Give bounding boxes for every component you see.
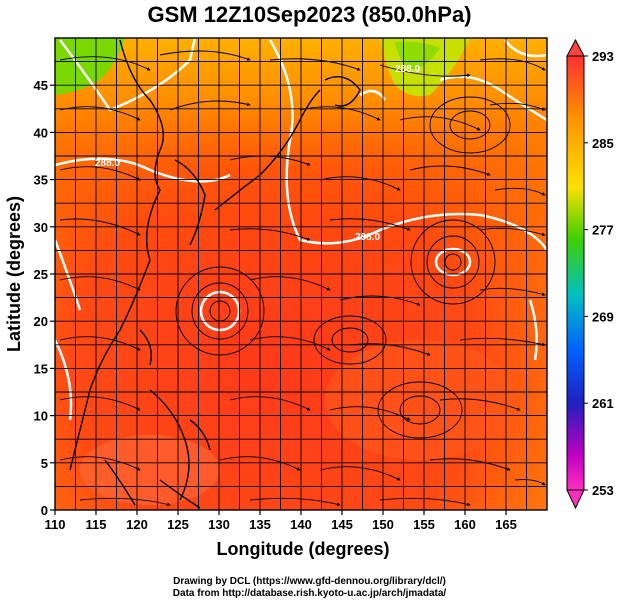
- y-tick-label: 0: [41, 503, 48, 518]
- y-tick-label: 20: [34, 314, 48, 329]
- credits-data: Data from http://database.rish.kyoto-u.a…: [172, 588, 447, 599]
- y-tick-label: 35: [34, 173, 48, 188]
- colorbar-tick-label: 261: [592, 396, 614, 411]
- coastlines: [69, 39, 361, 509]
- vortex-east: [410, 219, 496, 305]
- contour-label: 288.0: [395, 64, 420, 75]
- grid: [55, 38, 547, 510]
- x-tick-label: 115: [86, 517, 107, 532]
- y-tick-label: 15: [34, 361, 48, 376]
- contour-label: 288.0: [355, 232, 380, 243]
- contour-label: 288.0: [95, 158, 120, 169]
- cold-region-northwest: [55, 38, 125, 95]
- y-tick-label: 45: [34, 78, 48, 93]
- y-tick-label: 25: [34, 267, 48, 282]
- x-tick-label: 120: [126, 517, 148, 532]
- colorbar-tick-label: 293: [592, 49, 614, 64]
- colorbar-bottom-arrow: [566, 489, 585, 510]
- x-tick-label: 150: [372, 517, 394, 532]
- x-tick-label: 160: [454, 517, 476, 532]
- x-tick-label: 125: [167, 517, 189, 532]
- x-tick-label: 165: [495, 517, 517, 532]
- credits-drawing: Drawing by DCL (https://www.gfd-dennou.o…: [173, 576, 446, 587]
- y-tick-label: 40: [34, 125, 48, 140]
- x-tick-label: 135: [249, 517, 271, 532]
- temperature-field: 288.0 288.0 288.0: [55, 38, 547, 510]
- x-tick-label: 145: [331, 517, 353, 532]
- colorbar-top-arrow: [566, 38, 585, 57]
- contour-lines: [55, 38, 547, 421]
- colorbar-tick-label: 253: [592, 483, 614, 498]
- colorbar-tick-label: 269: [592, 309, 614, 324]
- y-axis-ticks: 0 5 10 15 20 25 30 35 40 45: [34, 78, 55, 518]
- x-axis-label: Longitude (degrees): [216, 539, 389, 559]
- y-tick-label: 5: [41, 456, 48, 471]
- vortex-north: [429, 96, 511, 154]
- plot-title: GSM 12Z10Sep2023 (850.0hPa): [147, 2, 472, 27]
- x-tick-label: 110: [45, 517, 66, 532]
- x-tick-label: 130: [208, 517, 230, 532]
- y-tick-label: 30: [34, 220, 48, 235]
- colorbar: 293 285 277 269 261 253: [566, 38, 614, 510]
- x-tick-label: 155: [413, 517, 435, 532]
- colorbar-tick-label: 277: [592, 223, 614, 238]
- vortex-south: [313, 315, 463, 439]
- y-axis-label: Latitude (degrees): [4, 196, 24, 352]
- y-tick-label: 10: [34, 409, 48, 424]
- colorbar-tick-label: 285: [592, 136, 614, 151]
- credits: Drawing by DCL (https://www.gfd-dennou.o…: [0, 576, 619, 600]
- x-axis-ticks: 110 115 120 125 130 135 140 145 150 155 160 165: [45, 510, 517, 532]
- x-tick-label: 140: [290, 517, 312, 532]
